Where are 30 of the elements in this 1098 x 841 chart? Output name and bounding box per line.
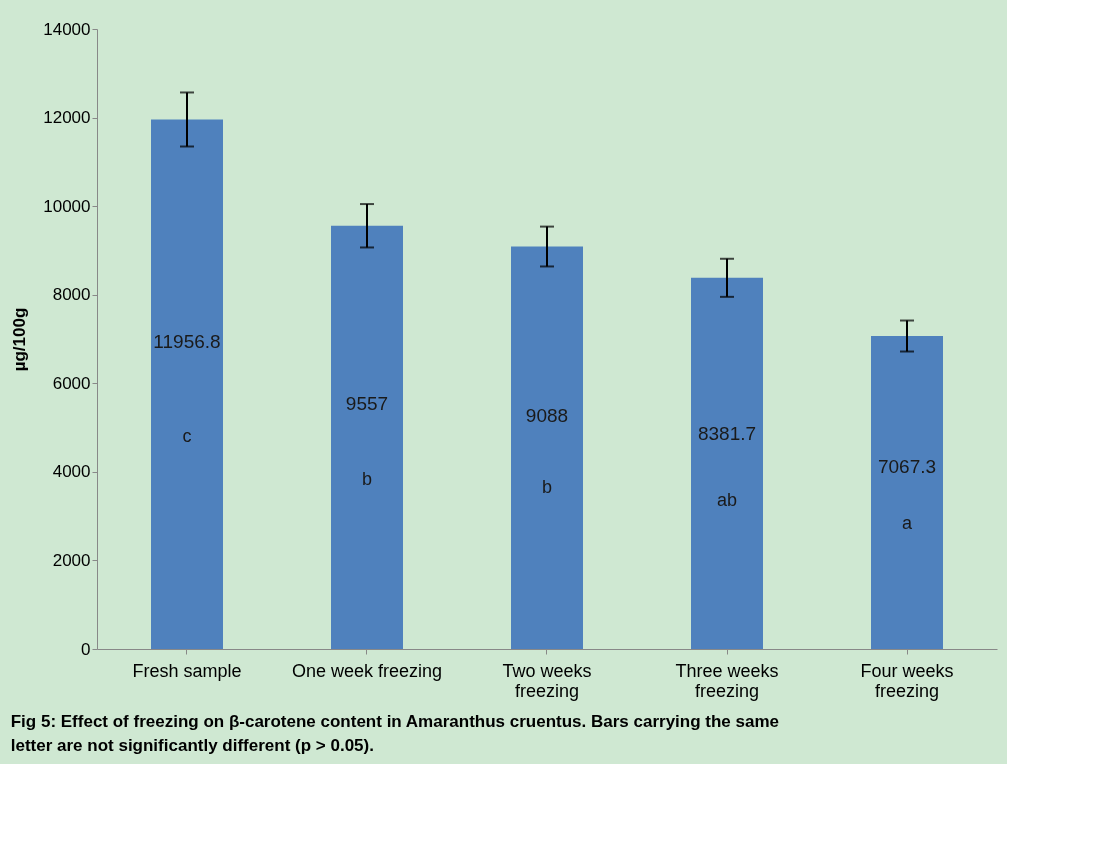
data-label: 8381.7 <box>697 422 757 444</box>
annotation: b <box>361 468 373 489</box>
y-tick-label: 4000 <box>52 462 91 482</box>
y-tick-label: 12000 <box>43 108 91 128</box>
annotation: ab <box>716 489 738 510</box>
data-label: 9557 <box>345 392 389 414</box>
data-label: 11956.8 <box>153 330 221 352</box>
y-tick-label: 0 <box>81 639 91 659</box>
y-tick-label: 10000 <box>43 196 91 216</box>
bar <box>151 119 223 649</box>
bar <box>331 225 403 649</box>
bar <box>871 336 943 649</box>
bar <box>691 277 763 649</box>
text: Fig 5: Effect of freezing on β-carotene content in Amaranthus cruentus. Bars carrying the same letter are not significantly different (p > 0.05). <box>10 712 780 755</box>
data-label: 9088 <box>525 404 569 426</box>
x-tick-label: Fresh sample <box>132 660 242 681</box>
x-tick-label: Three weeks freezing <box>675 660 779 701</box>
y-tick-label: 14000 <box>43 19 91 39</box>
y-tick-label: 8000 <box>52 285 91 305</box>
data-label: 7067.3 <box>877 456 937 478</box>
annotation: b <box>541 477 553 498</box>
y-axis-title: µg/100g <box>10 307 30 372</box>
y-tick-label: 2000 <box>52 550 91 570</box>
annotation: c <box>182 426 192 447</box>
x-tick-label: Two weeks freezing <box>502 660 592 701</box>
x-tick-label: Four weeks freezing <box>860 660 954 701</box>
x-tick-label: One week freezing <box>291 660 443 681</box>
y-tick-label: 6000 <box>52 373 91 393</box>
bar <box>511 246 583 649</box>
annotation: a <box>901 512 913 533</box>
